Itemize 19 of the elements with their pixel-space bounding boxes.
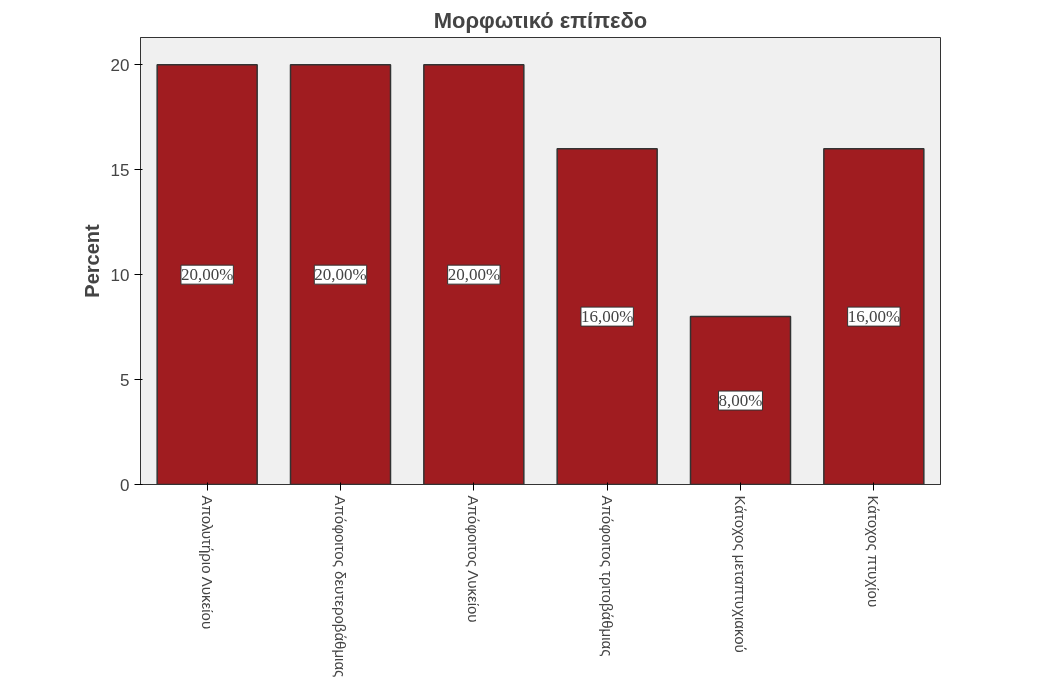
y-tick-label: 0 — [120, 475, 130, 495]
data-label: 20,00% — [314, 265, 367, 285]
data-label: 16,00% — [847, 307, 901, 327]
data-label: 20,00% — [447, 265, 501, 285]
y-tick-label: 15 — [110, 160, 130, 180]
y-tick-label: 5 — [120, 370, 130, 390]
x-tick-label: Απόφοιτος τριτοβάθμιας — [598, 495, 616, 657]
data-label: 8,00% — [718, 391, 763, 411]
x-tick-label: Απόφοιτος Λυκείου — [465, 495, 483, 623]
x-tick-label: Απολυτήριο Λυκείου — [198, 495, 216, 630]
data-label: 16,00% — [580, 307, 634, 327]
y-tick-label: 20 — [110, 55, 130, 75]
chart-title: Μορφωτικό επίπεδο — [433, 7, 648, 33]
x-tick-label: Κάτοχος πτυχίου — [865, 495, 883, 608]
x-tick-label: Κάτοχος μεταπτυχιακού — [732, 495, 749, 653]
data-label: 20,00% — [180, 265, 234, 285]
y-tick-label: 10 — [110, 265, 130, 285]
x-tick-label: Απόφοιτος δευτεροβάθμιας — [332, 495, 349, 678]
y-axis-title: Percent — [80, 223, 103, 298]
